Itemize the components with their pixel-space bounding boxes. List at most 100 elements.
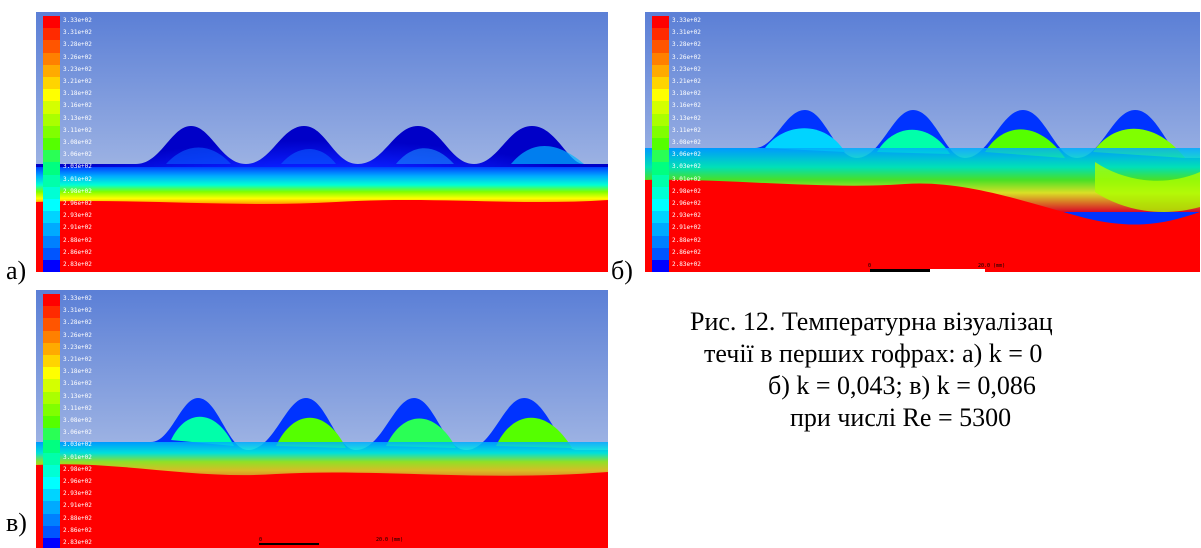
scale-zero: 0 bbox=[259, 537, 262, 543]
legend-swatch bbox=[43, 416, 60, 428]
legend-tick-label: 3.01e+02 bbox=[63, 454, 92, 462]
legend-tick-label: 2.98e+02 bbox=[63, 466, 92, 474]
legend-swatch bbox=[652, 175, 669, 187]
legend-swatch bbox=[43, 343, 60, 355]
scale-bar-light bbox=[930, 269, 985, 272]
legend-swatch bbox=[652, 223, 669, 235]
legend-swatch bbox=[43, 89, 60, 101]
legend-tick-label: 2.93e+02 bbox=[63, 490, 92, 498]
scale-bar bbox=[259, 543, 319, 545]
legend-tick-label: 2.86e+02 bbox=[672, 249, 701, 257]
legend-tick-label: 2.98e+02 bbox=[672, 188, 701, 196]
legend-tick-label: 3.13e+02 bbox=[63, 393, 92, 401]
figure-caption: Рис. 12. Температурна візуалізац течії в… bbox=[660, 306, 1200, 434]
legend-swatch bbox=[43, 260, 60, 272]
legend-tick-label: 2.86e+02 bbox=[63, 249, 92, 257]
legend-swatch bbox=[652, 126, 669, 138]
legend-tick-label: 3.13e+02 bbox=[672, 115, 701, 123]
legend-tick-label: 3.18e+02 bbox=[63, 368, 92, 376]
legend-tick-label: 2.98e+02 bbox=[63, 188, 92, 196]
legend-tick-label: 2.83e+02 bbox=[63, 539, 92, 547]
legend-swatch bbox=[43, 40, 60, 52]
legend-swatch bbox=[43, 114, 60, 126]
caption-line-2: течії в перших гофрах: а) k = 0 bbox=[660, 338, 1200, 370]
legend-swatch bbox=[43, 199, 60, 211]
legend-swatch bbox=[43, 138, 60, 150]
temperature-contour-a bbox=[36, 12, 608, 272]
panel-letter-b: б) bbox=[611, 258, 633, 284]
legend-swatch bbox=[43, 175, 60, 187]
legend-tick-label: 3.11e+02 bbox=[63, 127, 92, 135]
legend-swatch bbox=[43, 367, 60, 379]
legend-swatch bbox=[43, 16, 60, 28]
legend-tick-label: 3.18e+02 bbox=[63, 90, 92, 98]
legend-tick-label: 3.03e+02 bbox=[63, 441, 92, 449]
legend-tick-label: 2.83e+02 bbox=[63, 261, 92, 269]
legend-swatch bbox=[652, 28, 669, 40]
legend-tick-label: 3.08e+02 bbox=[672, 139, 701, 147]
legend-tick-label: 3.16e+02 bbox=[63, 102, 92, 110]
legend-swatch bbox=[652, 138, 669, 150]
caption-line-4: при числі Re = 5300 bbox=[660, 402, 1200, 434]
legend-swatch bbox=[652, 101, 669, 113]
contour-panel-c: 3.33e+02 3.31e+02 3.28e+02 3.26e+02 3.23e+02… bbox=[36, 290, 608, 548]
legend-swatch bbox=[43, 77, 60, 89]
legend-tick-label: 3.01e+02 bbox=[672, 176, 701, 184]
legend-tick-label: 3.06e+02 bbox=[672, 151, 701, 159]
legend-tick-label: 3.28e+02 bbox=[63, 41, 92, 49]
legend-swatch bbox=[43, 404, 60, 416]
panel-letter-c: в) bbox=[6, 510, 27, 536]
legend-tick-label: 2.88e+02 bbox=[672, 237, 701, 245]
legend-tick-label: 3.06e+02 bbox=[63, 429, 92, 437]
legend-swatch bbox=[652, 89, 669, 101]
legend-swatch bbox=[652, 16, 669, 28]
legend-tick-label: 2.91e+02 bbox=[63, 224, 92, 232]
legend-tick-label: 3.01e+02 bbox=[63, 176, 92, 184]
temperature-contour-c bbox=[36, 290, 608, 548]
color-legend: 3.33e+02 3.31e+02 3.28e+02 3.26e+02 3.23e+02… bbox=[43, 294, 95, 548]
legend-tick-label: 2.83e+02 bbox=[672, 261, 701, 269]
legend-tick-label: 3.26e+02 bbox=[672, 54, 701, 62]
legend-swatch bbox=[43, 514, 60, 526]
legend-swatch bbox=[43, 526, 60, 538]
legend-swatch bbox=[652, 77, 669, 89]
color-legend: 3.33e+02 3.31e+02 3.28e+02 3.26e+02 3.23e+02… bbox=[43, 16, 95, 272]
legend-swatch bbox=[652, 236, 669, 248]
legend-tick-label: 3.31e+02 bbox=[63, 307, 92, 315]
legend-tick-label: 3.28e+02 bbox=[63, 319, 92, 327]
legend-swatch bbox=[43, 211, 60, 223]
temperature-contour-b bbox=[645, 12, 1200, 272]
legend-tick-label: 3.33e+02 bbox=[63, 17, 92, 25]
legend-swatch bbox=[43, 150, 60, 162]
legend-tick-label: 3.03e+02 bbox=[63, 163, 92, 171]
legend-tick-label: 3.23e+02 bbox=[672, 66, 701, 74]
legend-swatch bbox=[43, 236, 60, 248]
legend-swatch bbox=[43, 379, 60, 391]
legend-swatch bbox=[652, 211, 669, 223]
legend-tick-label: 3.21e+02 bbox=[63, 356, 92, 364]
legend-tick-label: 3.33e+02 bbox=[672, 17, 701, 25]
contour-panel-b: 3.33e+02 3.31e+02 3.28e+02 3.26e+02 3.23e+02… bbox=[645, 12, 1200, 272]
legend-swatch bbox=[43, 318, 60, 330]
legend-swatch bbox=[652, 150, 669, 162]
contour-panel-a: 3.33e+02 3.31e+02 3.28e+02 3.26e+02 3.23e+02… bbox=[36, 12, 608, 272]
legend-tick-label: 3.18e+02 bbox=[672, 90, 701, 98]
legend-swatch bbox=[43, 477, 60, 489]
legend-swatch bbox=[43, 428, 60, 440]
legend-swatch bbox=[43, 248, 60, 260]
legend-tick-label: 3.11e+02 bbox=[63, 405, 92, 413]
legend-swatch bbox=[43, 489, 60, 501]
legend-tick-label: 3.16e+02 bbox=[63, 380, 92, 388]
legend-swatch bbox=[43, 355, 60, 367]
legend-swatch bbox=[652, 114, 669, 126]
legend-tick-label: 2.86e+02 bbox=[63, 527, 92, 535]
legend-tick-label: 3.26e+02 bbox=[63, 332, 92, 340]
scale-label: 20.0 (mm) bbox=[978, 263, 1005, 269]
legend-swatch bbox=[652, 260, 669, 272]
legend-tick-label: 2.91e+02 bbox=[672, 224, 701, 232]
legend-swatch bbox=[43, 101, 60, 113]
legend-tick-label: 3.03e+02 bbox=[672, 163, 701, 171]
legend-swatch bbox=[43, 538, 60, 548]
legend-swatch bbox=[652, 162, 669, 174]
legend-swatch bbox=[43, 162, 60, 174]
